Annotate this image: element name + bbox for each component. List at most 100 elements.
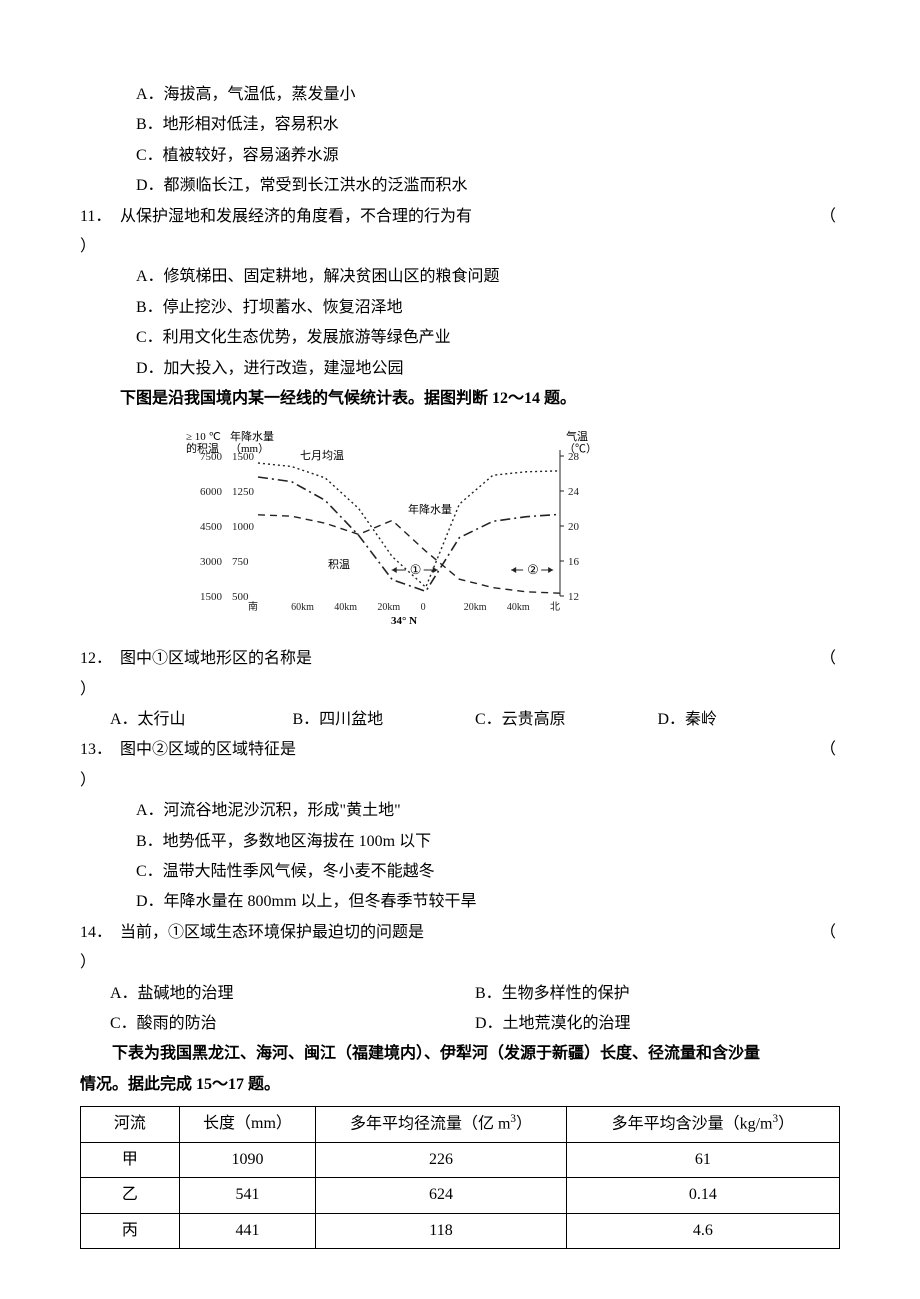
q11-paren-open: （ bbox=[820, 202, 836, 232]
q14-opt-a: A．盐碱地的治理 bbox=[110, 979, 475, 1009]
q11-number: 11． bbox=[80, 202, 120, 232]
table-cell: 0.14 bbox=[566, 1178, 839, 1213]
q12-paren-close: ） bbox=[80, 675, 840, 705]
q10-opt-a: A．海拔高，气温低，蒸发量小 bbox=[136, 80, 840, 110]
svg-text:20km: 20km bbox=[464, 602, 487, 613]
table-cell: 541 bbox=[179, 1178, 316, 1213]
svg-text:0: 0 bbox=[421, 602, 426, 613]
q10-options: A．海拔高，气温低，蒸发量小 B．地形相对低洼，容易积水 C．植被较好，容易涵养… bbox=[80, 80, 840, 202]
table-row: 甲109022661 bbox=[81, 1142, 840, 1177]
table-row: 乙5416240.14 bbox=[81, 1178, 840, 1213]
svg-text:气温: 气温 bbox=[566, 429, 588, 443]
svg-text:6000: 6000 bbox=[200, 486, 223, 498]
svg-text:七月均温: 七月均温 bbox=[300, 449, 344, 462]
intro-12-14: 下图是沿我国境内某一经线的气候统计表。据图判断 12～14 题。 bbox=[80, 384, 840, 414]
q13-opt-b: B．地势低平，多数地区海拔在 100m 以下 bbox=[136, 827, 840, 857]
q13-paren-open: （ bbox=[820, 735, 836, 765]
q14-stem-text: 当前，①区域生态环境保护最迫切的问题是 bbox=[120, 924, 424, 941]
q14-opt-b: B．生物多样性的保护 bbox=[475, 979, 840, 1009]
svg-text:北: 北 bbox=[550, 601, 560, 613]
q13-opt-c: C．温带大陆性季风气候，冬小麦不能越冬 bbox=[136, 857, 840, 887]
q14-paren-close: ） bbox=[80, 948, 840, 978]
svg-text:年降水量: 年降水量 bbox=[408, 502, 452, 516]
svg-text:20: 20 bbox=[568, 521, 580, 533]
q11-opt-d: D．加大投入，进行改造，建湿地公园 bbox=[136, 354, 840, 384]
table-cell: 61 bbox=[566, 1142, 839, 1177]
q10-opt-d: D．都濒临长江，常受到长江洪水的泛滥而积水 bbox=[136, 171, 840, 201]
table-cell: 118 bbox=[316, 1213, 566, 1248]
intro-15-17-l2: 情况。据此完成 15～17 题。 bbox=[80, 1070, 840, 1100]
svg-text:南: 南 bbox=[248, 600, 258, 613]
table-cell: 4.6 bbox=[566, 1213, 839, 1248]
q12-opt-b: B．四川盆地 bbox=[293, 705, 476, 735]
q11-paren-close: ） bbox=[80, 232, 840, 262]
svg-text:的积温: 的积温 bbox=[186, 441, 219, 455]
q12-stem: 图中①区域地形区的名称是 （ bbox=[120, 644, 840, 674]
q12-opt-c: C．云贵高原 bbox=[475, 705, 658, 735]
svg-text:≥ 10 ℃: ≥ 10 ℃ bbox=[186, 431, 221, 443]
q14-stem-line: 14． 当前，①区域生态环境保护最迫切的问题是 （ bbox=[80, 918, 840, 948]
table-cell: 226 bbox=[316, 1142, 566, 1177]
q12-stem-line: 12． 图中①区域地形区的名称是 （ bbox=[80, 644, 840, 674]
th-river: 河流 bbox=[81, 1107, 180, 1143]
svg-text:750: 750 bbox=[232, 556, 249, 568]
q13-stem: 图中②区域的区域特征是 （ bbox=[120, 735, 840, 765]
svg-text:（mm）: （mm） bbox=[230, 442, 269, 455]
q12-opt-a: A．太行山 bbox=[110, 705, 293, 735]
q12-options: A．太行山 B．四川盆地 C．云贵高原 D．秦岭 bbox=[80, 705, 840, 735]
svg-text:12: 12 bbox=[568, 591, 579, 603]
q11-options: A．修筑梯田、固定耕地，解决贫困山区的粮食问题 B．停止挖沙、打坝蓄水、恢复沼泽… bbox=[80, 262, 840, 384]
table-cell: 1090 bbox=[179, 1142, 316, 1177]
table-row: 丙4411184.6 bbox=[81, 1213, 840, 1248]
table-cell: 乙 bbox=[81, 1178, 180, 1213]
table-cell: 624 bbox=[316, 1178, 566, 1213]
q13-opt-d: D．年降水量在 800mm 以上，但冬春季节较干旱 bbox=[136, 887, 840, 917]
chart-svg: 7500600045003000150015001250100075050028… bbox=[180, 428, 620, 638]
q12-stem-text: 图中①区域地形区的名称是 bbox=[120, 650, 312, 667]
svg-text:20km: 20km bbox=[377, 602, 400, 613]
svg-text:1000: 1000 bbox=[232, 521, 255, 533]
th-length: 长度（mm） bbox=[179, 1107, 316, 1143]
svg-text:500: 500 bbox=[232, 591, 249, 603]
q11-opt-c: C．利用文化生态优势，发展旅游等绿色产业 bbox=[136, 323, 840, 353]
svg-text:（℃）: （℃） bbox=[564, 442, 597, 455]
q11-opt-a: A．修筑梯田、固定耕地，解决贫困山区的粮食问题 bbox=[136, 262, 840, 292]
table-cell: 甲 bbox=[81, 1142, 180, 1177]
svg-text:60km: 60km bbox=[291, 602, 314, 613]
svg-text:1500: 1500 bbox=[200, 591, 223, 603]
svg-text:①: ① bbox=[410, 562, 422, 577]
intro-15-17-l1: 下表为我国黑龙江、海河、闽江（福建境内）、伊犁河（发源于新疆）长度、径流量和含沙… bbox=[80, 1039, 840, 1069]
q13-stem-text: 图中②区域的区域特征是 bbox=[120, 741, 296, 758]
q14-stem: 当前，①区域生态环境保护最迫切的问题是 （ bbox=[120, 918, 840, 948]
q14-paren-open: （ bbox=[820, 918, 836, 948]
th-runoff: 多年平均径流量（亿 m3） bbox=[316, 1107, 566, 1143]
river-table: 河流 长度（mm） 多年平均径流量（亿 m3） 多年平均含沙量（kg/m3） 甲… bbox=[80, 1106, 840, 1249]
table-header-row: 河流 长度（mm） 多年平均径流量（亿 m3） 多年平均含沙量（kg/m3） bbox=[81, 1107, 840, 1143]
q13-options: A．河流谷地泥沙沉积，形成"黄土地" B．地势低平，多数地区海拔在 100m 以… bbox=[80, 796, 840, 918]
svg-text:40km: 40km bbox=[334, 602, 357, 613]
q14-options-row2: C．酸雨的防治 D．土地荒漠化的治理 bbox=[80, 1009, 840, 1039]
q10-opt-b: B．地形相对低洼，容易积水 bbox=[136, 110, 840, 140]
table-cell: 441 bbox=[179, 1213, 316, 1248]
q14-number: 14． bbox=[80, 918, 120, 948]
climate-chart-wrap: 7500600045003000150015001250100075050028… bbox=[80, 414, 840, 644]
q10-opt-c: C．植被较好，容易涵养水源 bbox=[136, 141, 840, 171]
q12-number: 12． bbox=[80, 644, 120, 674]
q14-opt-d: D．土地荒漠化的治理 bbox=[475, 1009, 840, 1039]
svg-text:1250: 1250 bbox=[232, 486, 255, 498]
svg-text:积温: 积温 bbox=[328, 558, 350, 571]
q11-opt-b: B．停止挖沙、打坝蓄水、恢复沼泽地 bbox=[136, 293, 840, 323]
q13-number: 13． bbox=[80, 735, 120, 765]
th-sand: 多年平均含沙量（kg/m3） bbox=[566, 1107, 839, 1143]
svg-text:40km: 40km bbox=[507, 602, 530, 613]
svg-text:②: ② bbox=[527, 562, 539, 577]
q13-opt-a: A．河流谷地泥沙沉积，形成"黄土地" bbox=[136, 796, 840, 826]
q11-stem-line: 11． 从保护湿地和发展经济的角度看，不合理的行为有 （ bbox=[80, 202, 840, 232]
svg-text:4500: 4500 bbox=[200, 521, 223, 533]
q14-opt-c: C．酸雨的防治 bbox=[110, 1009, 475, 1039]
q12-paren-open: （ bbox=[820, 644, 836, 674]
svg-text:34° N: 34° N bbox=[391, 615, 417, 627]
q13-paren-close: ） bbox=[80, 766, 840, 796]
q13-stem-line: 13． 图中②区域的区域特征是 （ bbox=[80, 735, 840, 765]
svg-text:年降水量: 年降水量 bbox=[230, 429, 274, 443]
